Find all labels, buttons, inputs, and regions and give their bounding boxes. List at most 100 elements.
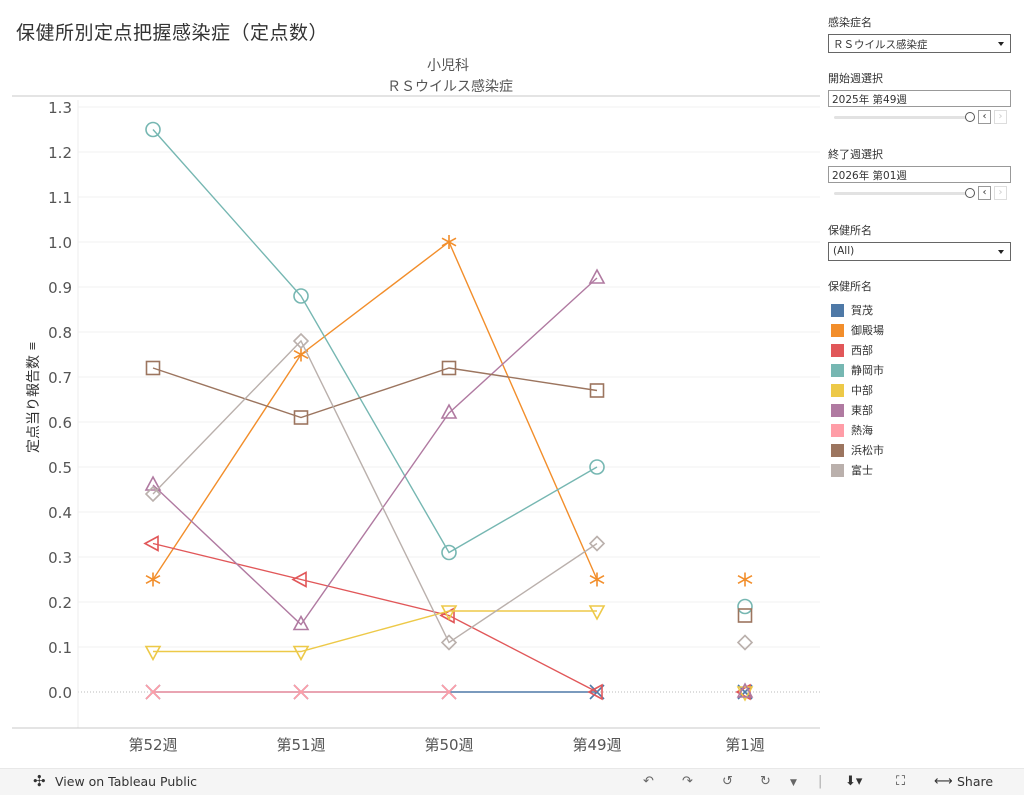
legend-item[interactable]: 静岡市 (828, 360, 1011, 380)
start-week-prev-button[interactable]: ‹ (978, 110, 991, 124)
series-東部 (144, 268, 754, 698)
disease-filter-label: 感染症名 (828, 16, 872, 29)
start-week-next-button[interactable]: › (994, 110, 1007, 124)
y-tick-label: 0.7 (48, 369, 72, 387)
legend-swatch (831, 383, 844, 397)
refresh-icon[interactable]: ↻ (760, 774, 771, 789)
legend-item[interactable]: 浜松市 (828, 440, 1011, 460)
redo-icon[interactable]: ↷ (682, 774, 693, 789)
data-point[interactable] (145, 360, 161, 376)
data-point[interactable] (145, 121, 161, 138)
office-filter: 保健所名 (All) (828, 222, 1011, 261)
share-icon[interactable]: ⟷ (934, 774, 953, 789)
end-week-prev-button[interactable]: ‹ (978, 186, 991, 200)
disease-dropdown-value: ＲＳウイルス感染症 (833, 39, 928, 51)
legend-label: 西部 (851, 344, 873, 357)
legend-label: 東部 (851, 404, 873, 417)
disease-filter: 感染症名 ＲＳウイルス感染症 (828, 14, 1011, 53)
data-point[interactable] (292, 332, 310, 350)
legend-label: 浜松市 (851, 444, 884, 457)
legend-swatch (831, 343, 844, 357)
legend-item[interactable]: 熱海 (828, 420, 1011, 440)
data-point[interactable] (145, 572, 161, 587)
data-point[interactable] (588, 535, 606, 552)
data-point[interactable] (737, 598, 753, 615)
end-week-slider-track[interactable] (834, 192, 970, 195)
view-on-tableau-link[interactable]: View on Tableau Public (55, 774, 198, 789)
x-axis-ticks: 第52週 第51週 第50週 第49週 第1週 (12, 727, 820, 754)
legend-item[interactable]: 賀茂 (828, 300, 1011, 320)
data-point[interactable] (736, 686, 754, 702)
data-point[interactable] (144, 645, 162, 662)
start-week-slider-handle[interactable] (965, 112, 975, 122)
chart-subtitle-department: 小児科 (427, 58, 469, 74)
data-point[interactable] (589, 459, 605, 475)
data-point[interactable] (441, 360, 457, 376)
chart-subtitle-disease: ＲＳウイルス感染症 (387, 78, 513, 95)
data-point[interactable] (737, 572, 753, 587)
y-tick-label: 0.3 (48, 549, 72, 567)
legend-title: 保健所名 (828, 280, 872, 293)
start-week-slider-track[interactable] (834, 116, 970, 119)
data-point[interactable] (441, 684, 457, 700)
series-静岡市 (145, 121, 753, 615)
data-point[interactable] (736, 682, 754, 698)
start-week-input[interactable]: 2025年 第49週 (828, 90, 1011, 107)
data-point[interactable] (440, 605, 458, 621)
series-富士 (144, 332, 754, 651)
data-point[interactable] (737, 608, 753, 623)
legend-swatch (831, 363, 844, 377)
data-point[interactable] (292, 645, 310, 662)
data-point[interactable] (143, 535, 159, 552)
data-point[interactable] (440, 634, 458, 651)
data-point[interactable] (588, 605, 606, 621)
data-point[interactable] (736, 634, 754, 651)
data-point[interactable] (144, 485, 162, 503)
y-tick-label: 0.9 (48, 279, 72, 297)
data-point[interactable] (293, 288, 309, 304)
legend-item[interactable]: 東部 (828, 400, 1011, 420)
legend-item[interactable]: 富士 (828, 460, 1011, 480)
data-point[interactable] (292, 614, 310, 631)
data-point[interactable] (587, 683, 603, 701)
data-point[interactable] (145, 684, 161, 700)
legend-item[interactable]: 御殿場 (828, 320, 1011, 340)
series-line (152, 367, 598, 419)
legend-item[interactable]: 西部 (828, 340, 1011, 360)
legend-label: 静岡市 (851, 364, 884, 377)
disease-dropdown[interactable]: ＲＳウイルス感染症 (828, 34, 1011, 53)
legend-label: 中部 (851, 384, 873, 397)
undo-icon[interactable]: ↶ (643, 774, 654, 789)
data-point[interactable] (440, 403, 458, 419)
series-line (153, 610, 597, 653)
data-point[interactable] (441, 544, 457, 561)
end-week-input[interactable]: 2026年 第01週 (828, 166, 1011, 183)
data-point[interactable] (293, 410, 309, 425)
legend-swatch (831, 323, 844, 337)
office-dropdown[interactable]: (All) (828, 242, 1011, 261)
share-button[interactable]: Share (957, 774, 994, 789)
fullscreen-icon[interactable]: ⛶ (896, 774, 906, 789)
y-tick-label: 0.8 (48, 324, 72, 342)
x-tick-label: 第50週 (424, 736, 473, 754)
y-axis-title-icon[interactable]: ≡ (26, 341, 39, 350)
y-tick-label: 1.2 (48, 144, 72, 162)
data-point[interactable] (588, 268, 606, 284)
download-icon[interactable]: ⬇▾ (845, 774, 863, 789)
pause-dropdown-icon[interactable]: ▼ (790, 778, 797, 788)
series-layer (143, 121, 754, 702)
data-point[interactable] (589, 383, 605, 398)
y-tick-label: 0.0 (48, 684, 72, 702)
revert-icon[interactable]: ↺ (722, 774, 733, 789)
data-point[interactable] (293, 684, 309, 700)
end-week-slider-handle[interactable] (965, 188, 975, 198)
data-point[interactable] (441, 235, 457, 249)
end-week-next-button[interactable]: › (994, 186, 1007, 200)
data-point[interactable] (589, 572, 605, 587)
series-中部 (144, 605, 754, 702)
y-axis-title: 定点当り報告数 (26, 355, 42, 453)
data-point[interactable] (144, 475, 162, 491)
data-point[interactable] (291, 571, 307, 588)
legend-item[interactable]: 中部 (828, 380, 1011, 400)
legend-label: 賀茂 (851, 304, 873, 317)
